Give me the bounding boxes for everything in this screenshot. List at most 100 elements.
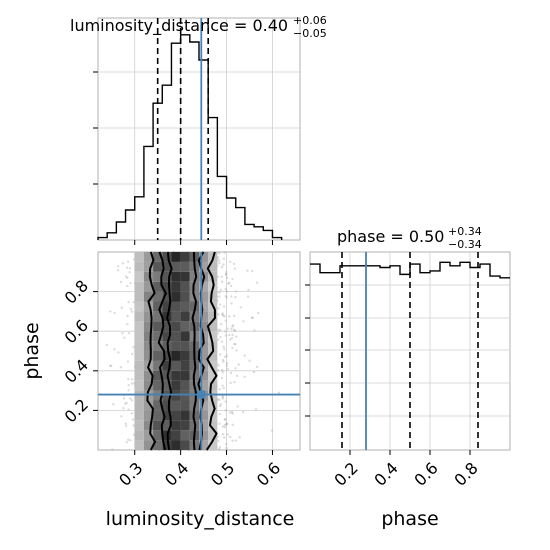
density-cell	[171, 420, 181, 431]
scatter-point	[251, 316, 255, 320]
scatter-point	[216, 368, 220, 372]
density-cell	[171, 291, 181, 302]
scatter-point	[227, 333, 231, 337]
scatter-point	[230, 410, 234, 414]
luminosity-distance-histogram-step	[97, 34, 283, 240]
density-cell	[180, 430, 190, 441]
scatter-point	[223, 436, 226, 439]
scatter-point	[121, 331, 124, 335]
density-cell	[180, 370, 190, 381]
x-tick-label: 0.3	[115, 458, 146, 489]
scatter-point	[243, 354, 246, 357]
scatter-point	[246, 269, 249, 272]
scatter-point	[121, 262, 125, 265]
scatter-point	[234, 366, 237, 370]
scatter-point	[225, 364, 228, 367]
scatter-point	[224, 409, 228, 412]
scatter-point	[119, 366, 123, 369]
density-cell	[180, 390, 190, 401]
scatter-point	[132, 345, 135, 349]
scatter-point	[232, 262, 236, 266]
contour-line	[191, 251, 198, 451]
scatter-point	[225, 422, 229, 426]
density-cell	[143, 311, 154, 322]
scatter-point	[124, 275, 128, 278]
density-cell	[134, 301, 144, 312]
scatter-point	[243, 375, 246, 379]
scatter-point	[222, 432, 225, 436]
density-cell	[143, 271, 154, 282]
density-cell	[208, 261, 218, 272]
scatter-point	[132, 300, 135, 304]
density-cell	[162, 400, 172, 411]
scatter-point	[225, 276, 229, 280]
density-cell	[199, 351, 209, 361]
scatter-point	[225, 296, 228, 299]
density-cell	[143, 400, 154, 411]
scatter-point	[126, 260, 130, 263]
scatter-point	[231, 412, 234, 415]
scatter-point	[131, 418, 135, 421]
density-cell	[143, 380, 154, 391]
density-cell	[171, 390, 181, 401]
density-cell	[171, 360, 181, 371]
density-cell	[162, 410, 172, 421]
luminosity-distance-title-sub: −0.05	[293, 27, 327, 40]
scatter-point	[223, 418, 227, 421]
scatter-point	[233, 329, 237, 332]
scatter-point	[218, 353, 222, 356]
density-cell	[162, 271, 172, 282]
density-cell	[180, 271, 190, 282]
scatter-point	[225, 270, 228, 274]
density-cell	[171, 252, 181, 262]
scatter-point	[235, 349, 238, 352]
density-cell	[199, 281, 209, 292]
y-tick-label: 0.6	[61, 316, 92, 347]
density-cell	[199, 410, 209, 421]
scatter-point	[120, 306, 123, 309]
scatter-point	[221, 358, 225, 362]
scatter-point	[218, 398, 221, 401]
scatter-point	[130, 412, 134, 415]
scatter-point	[230, 302, 233, 305]
scatter-point	[255, 365, 259, 369]
scatter-point	[120, 415, 123, 418]
scatter-point	[234, 295, 237, 299]
density-cell	[180, 281, 190, 292]
scatter-point	[112, 402, 115, 406]
density-cell	[134, 440, 144, 450]
scatter-point	[220, 376, 224, 380]
scatter-point	[241, 410, 245, 414]
scatter-point	[217, 307, 220, 310]
scatter-point	[221, 396, 224, 399]
luminosity-distance-histogram-panel	[93, 17, 301, 245]
x-tick-label: 0.5	[207, 458, 238, 489]
density-cell	[153, 380, 163, 391]
scatter-point	[221, 397, 224, 400]
scatter-point	[235, 374, 239, 377]
truth-marker	[197, 390, 206, 399]
scatter-point	[109, 364, 112, 368]
scatter-point	[233, 267, 237, 270]
density-cell	[180, 410, 190, 421]
contour-line	[146, 251, 157, 451]
density-cell	[171, 430, 181, 441]
scatter-point	[231, 324, 235, 327]
phase-histogram-step	[310, 261, 510, 279]
scatter-point	[222, 345, 225, 349]
density-cell	[180, 351, 190, 361]
density-cell	[199, 440, 209, 450]
density-cell	[143, 341, 154, 351]
density-cell	[143, 281, 154, 292]
x-tick-label: 0.6	[410, 458, 441, 489]
scatter-point	[270, 429, 274, 432]
density-cell	[208, 311, 218, 322]
scatter-point	[125, 424, 128, 428]
scatter-point	[231, 439, 234, 443]
scatter-point	[227, 281, 231, 284]
scatter-point	[237, 363, 240, 366]
scatter-point	[220, 280, 224, 283]
density-cell	[134, 281, 144, 292]
density-cell	[134, 400, 144, 411]
density-cell	[199, 252, 209, 262]
